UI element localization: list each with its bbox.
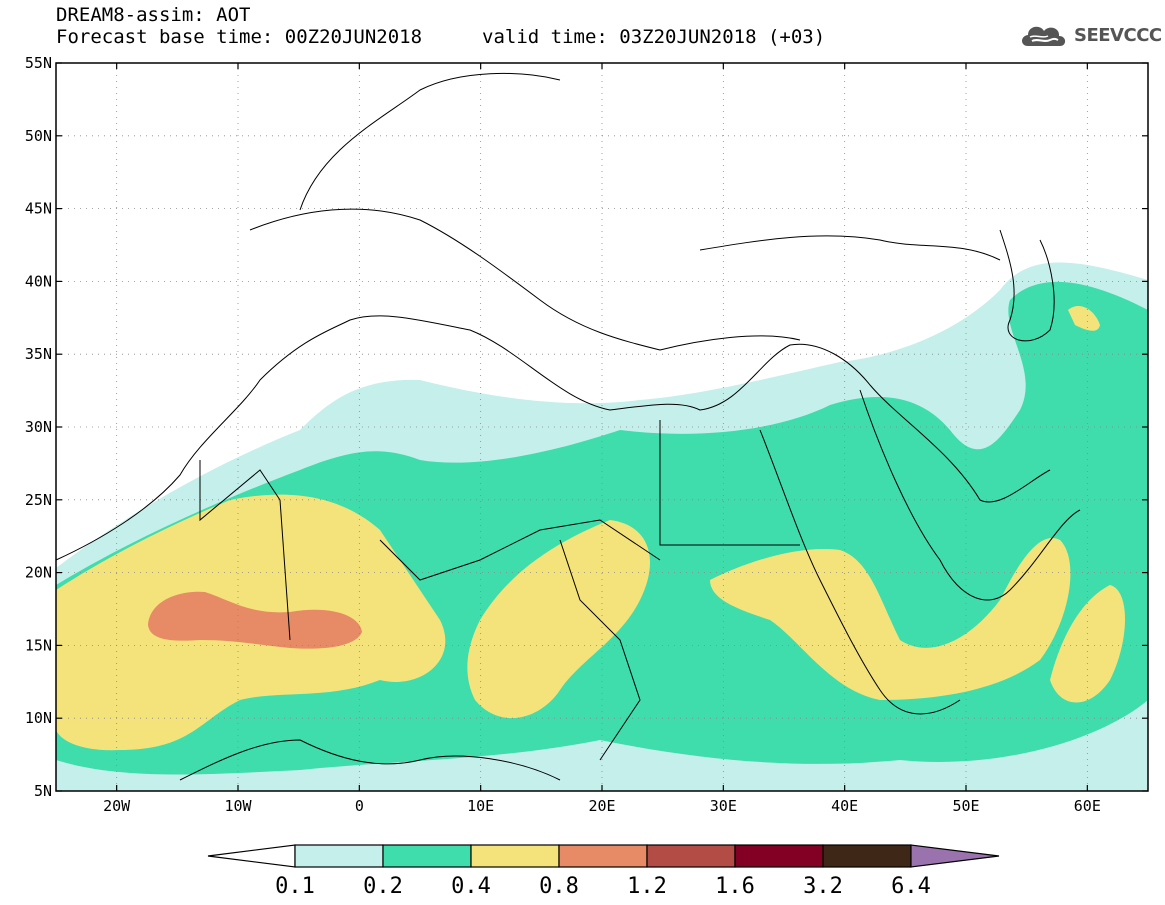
model-title: DREAM8-assim: AOT bbox=[56, 4, 251, 26]
lon-ticks: 20W 10W 0 10E 20E 30E 40E 50E 60E bbox=[103, 63, 1101, 815]
colorbar-level-label: 0.4 bbox=[451, 874, 491, 899]
colorbar-low-arrow bbox=[207, 844, 296, 868]
aot-band-0.4-central bbox=[467, 520, 650, 719]
lat-tick-label: 35N bbox=[25, 345, 52, 363]
lat-tick-label: 10N bbox=[25, 709, 52, 727]
colorbar-level-label: 0.8 bbox=[539, 874, 579, 899]
colorbar-swatch bbox=[470, 844, 560, 868]
lon-tick-label: 10W bbox=[224, 797, 252, 815]
valid-time: valid time: 03Z20JUN2018 (+03) bbox=[482, 26, 826, 48]
lon-tick-label: 30E bbox=[710, 797, 737, 815]
coastlines bbox=[55, 72, 1081, 781]
lon-tick-label: 20W bbox=[103, 797, 131, 815]
aot-band-0.4-oman bbox=[1050, 585, 1125, 703]
colorbar: 0.1 0.2 0.4 0.8 1.2 1.6 3.2 6.4 bbox=[207, 844, 1000, 899]
colorbar-level-label: 6.4 bbox=[891, 874, 931, 899]
aot-band-0.8 bbox=[148, 591, 362, 649]
aot-field bbox=[56, 262, 1148, 791]
lat-tick-label: 20N bbox=[25, 564, 52, 582]
colorbar-level-label: 0.1 bbox=[275, 874, 315, 899]
colorbar-swatch bbox=[734, 844, 824, 868]
lon-tick-label: 40E bbox=[831, 797, 858, 815]
logo-text: SEEVCCC bbox=[1074, 25, 1162, 46]
colorbar-swatch bbox=[646, 844, 736, 868]
lon-tick-label: 10E bbox=[467, 797, 494, 815]
colorbar-swatch bbox=[822, 844, 912, 868]
lat-tick-label: 5N bbox=[34, 782, 52, 800]
lat-tick-label: 45N bbox=[25, 200, 52, 218]
lat-ticks: 55N 50N 45N 40N 35N 30N 25N 20N 15N 10N 5N bbox=[25, 54, 1148, 800]
aot-band-0.4-east bbox=[710, 538, 1071, 700]
lon-tick-label: 50E bbox=[952, 797, 979, 815]
lat-tick-label: 50N bbox=[25, 127, 52, 145]
lat-tick-label: 25N bbox=[25, 491, 52, 509]
base-time: Forecast base time: 00Z20JUN2018 bbox=[56, 26, 423, 48]
colorbar-swatch bbox=[558, 844, 648, 868]
lon-tick-label: 60E bbox=[1074, 797, 1101, 815]
cloud-icon bbox=[1022, 26, 1066, 46]
colorbar-level-label: 1.2 bbox=[627, 874, 667, 899]
colorbar-high-arrow bbox=[910, 844, 1000, 868]
lat-tick-label: 30N bbox=[25, 418, 52, 436]
colorbar-level-label: 3.2 bbox=[803, 874, 843, 899]
lat-tick-label: 15N bbox=[25, 636, 52, 654]
lon-tick-label: 20E bbox=[588, 797, 615, 815]
lat-tick-label: 40N bbox=[25, 272, 52, 290]
colorbar-swatch bbox=[294, 844, 384, 868]
lon-tick-label: 0 bbox=[355, 797, 364, 815]
seevccc-logo: SEEVCCC bbox=[1018, 18, 1162, 58]
colorbar-level-label: 1.6 bbox=[715, 874, 755, 899]
colorbar-level-label: 0.2 bbox=[363, 874, 403, 899]
aot-band-0.4-caspian bbox=[1068, 305, 1100, 331]
lat-tick-label: 55N bbox=[25, 54, 52, 72]
colorbar-swatch bbox=[382, 844, 472, 868]
